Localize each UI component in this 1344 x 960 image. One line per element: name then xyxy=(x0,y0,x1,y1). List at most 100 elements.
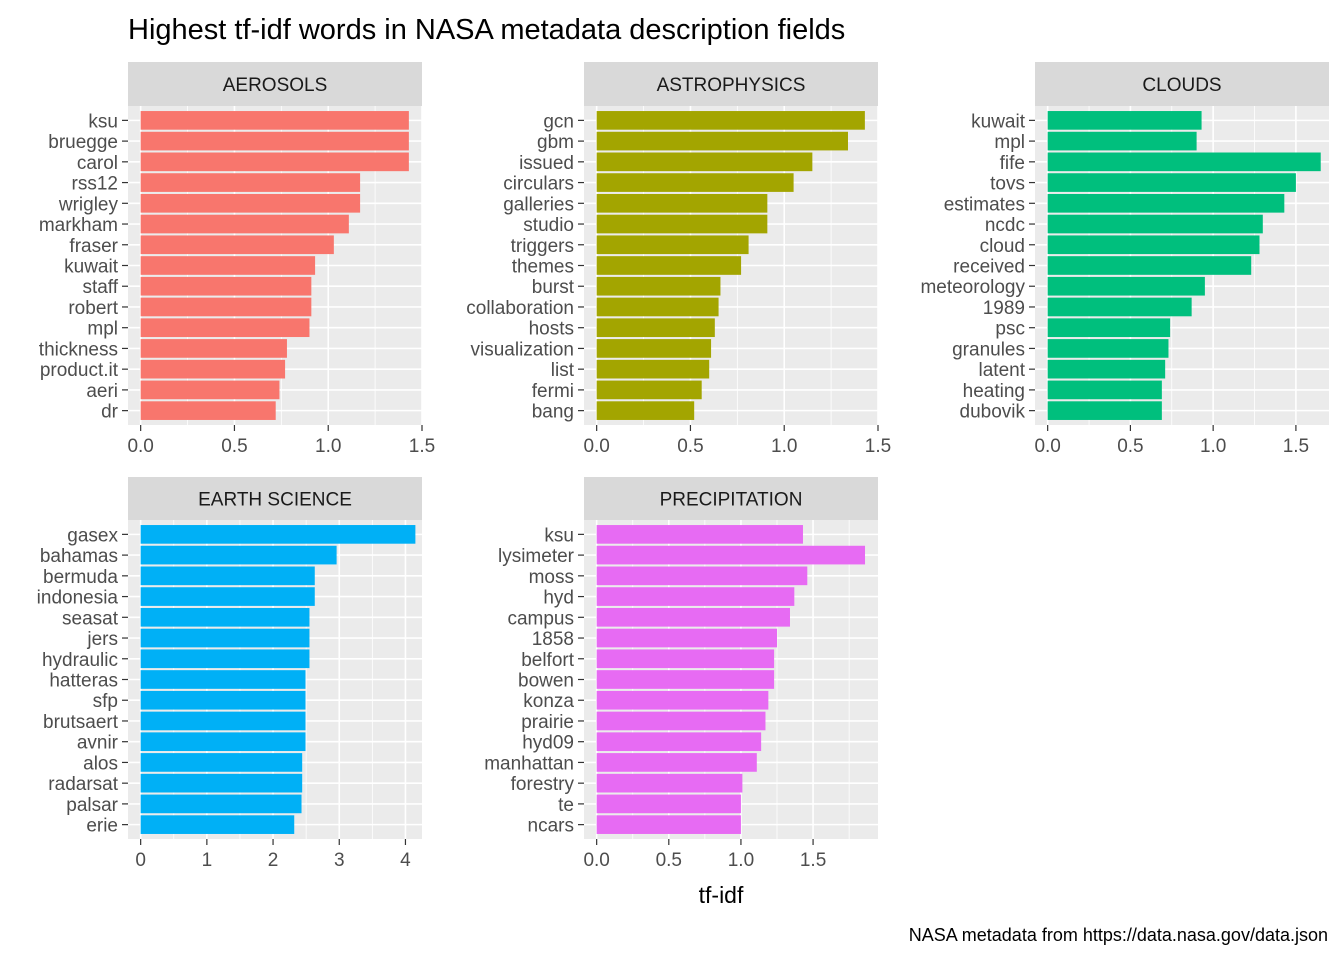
y-tick-label: palsar xyxy=(66,795,118,816)
y-tick-label: campus xyxy=(507,608,574,629)
x-tick-label: 0.0 xyxy=(1034,436,1060,457)
y-tick-label: list xyxy=(551,360,575,381)
facet-strip-astrophysics xyxy=(584,62,878,106)
y-tick-label: te xyxy=(558,795,574,816)
y-tick-label: alos xyxy=(83,753,118,774)
facet-earth-science: EARTH SCIENCE gasexbahamasbermudaindonesi… xyxy=(37,477,422,871)
y-tick-label: hyd09 xyxy=(522,733,574,754)
facet-clouds: CLOUDS kuwaitmplfifetovsestimatesncdcclou… xyxy=(920,62,1329,457)
y-tick-label: cloud xyxy=(980,236,1025,257)
facet-strip-label: ASTROPHYSICS xyxy=(657,75,806,96)
y-tick-label: bang xyxy=(532,402,574,423)
bar-aerosols-dr xyxy=(140,401,276,420)
x-tick-label: 0 xyxy=(135,850,146,871)
x-tick-label: 0.0 xyxy=(583,436,609,457)
x-tick-label: 0.5 xyxy=(1117,436,1143,457)
y-tick-label: radarsat xyxy=(48,774,118,795)
x-tick-label: 0.5 xyxy=(656,850,682,871)
y-tick-label: burst xyxy=(532,277,575,298)
bar-astrophysics-gbm xyxy=(596,131,848,151)
y-tick-label: hatteras xyxy=(49,671,118,692)
bar-clouds-dubovik xyxy=(1047,401,1162,420)
x-tick-label: 1.0 xyxy=(771,436,797,457)
bar-clouds-received xyxy=(1047,256,1252,275)
bar-astrophysics-burst xyxy=(596,276,721,296)
bar-astrophysics-issued xyxy=(596,152,813,172)
y-tick-label: dr xyxy=(101,402,119,423)
bar-astrophysics-fermi xyxy=(596,380,702,400)
facet-strip-precipitation xyxy=(584,477,878,520)
y-tick-label: mpl xyxy=(87,319,118,340)
x-tick-label: 0.5 xyxy=(677,436,703,457)
y-tick-label: product.it xyxy=(40,360,119,381)
bar-clouds-granules xyxy=(1047,339,1169,358)
y-tick-label: issued xyxy=(519,153,574,174)
bar-precipitation-te xyxy=(596,794,741,814)
y-tick-label: fife xyxy=(1000,153,1025,174)
facet-aerosols: AEROSOLS ksubrueggecarolrss12wrigleymarkh… xyxy=(39,62,435,457)
y-tick-label: themes xyxy=(512,257,574,278)
facet-strip-label: EARTH SCIENCE xyxy=(198,490,352,511)
y-tick-label: kuwait xyxy=(971,111,1026,132)
y-tick-label: bruegge xyxy=(48,132,118,153)
y-tick-label: ncdc xyxy=(985,215,1025,236)
y-tick-label: fermi xyxy=(532,381,574,402)
bar-earth-science-erie xyxy=(140,815,295,834)
bar-earth-science-brutsaert xyxy=(140,711,306,731)
x-axis-label: tf-idf xyxy=(699,882,744,908)
bar-astrophysics-galleries xyxy=(596,193,768,213)
y-tick-label: bowen xyxy=(518,671,574,692)
x-tick-label: 0.0 xyxy=(583,850,609,871)
y-tick-label: bermuda xyxy=(43,567,118,588)
y-tick-label: received xyxy=(953,257,1025,278)
y-tick-label: brutsaert xyxy=(43,712,119,733)
bar-astrophysics-circulars xyxy=(596,173,794,192)
bar-aerosols-staff xyxy=(140,276,312,296)
bar-precipitation-hyd xyxy=(596,587,795,606)
y-tick-label: granules xyxy=(952,339,1025,360)
y-tick-label: staff xyxy=(82,277,118,298)
x-tick-label: 1 xyxy=(202,850,213,871)
bar-clouds-1989 xyxy=(1047,297,1192,317)
bar-astrophysics-visualization xyxy=(596,339,712,358)
y-tick-label: ksu xyxy=(88,111,118,132)
y-tick-label: jers xyxy=(86,629,118,650)
bar-astrophysics-hosts xyxy=(596,318,715,338)
y-tick-label: fraser xyxy=(69,236,118,257)
bar-precipitation-ksu xyxy=(596,525,803,544)
bar-precipitation-campus xyxy=(596,607,790,627)
bar-aerosols-fraser xyxy=(140,235,334,255)
bar-astrophysics-studio xyxy=(596,214,768,234)
x-tick-label: 1.5 xyxy=(865,436,891,457)
facet-strip-aerosols xyxy=(128,62,422,106)
bar-earth-science-jers xyxy=(140,628,310,648)
y-tick-label: hosts xyxy=(529,319,574,340)
bar-clouds-psc xyxy=(1047,318,1171,338)
bar-aerosols-aeri xyxy=(140,380,280,400)
y-tick-label: circulars xyxy=(503,174,574,195)
bar-clouds-fife xyxy=(1047,152,1321,172)
bar-earth-science-gasex xyxy=(140,525,416,544)
chart-title: Highest tf-idf words in NASA metadata de… xyxy=(128,14,845,46)
y-tick-label: avnir xyxy=(77,733,119,754)
y-tick-label: ksu xyxy=(544,525,574,546)
y-tick-label: 1858 xyxy=(532,629,574,650)
bar-clouds-ncdc xyxy=(1047,214,1263,234)
chart-caption: NASA metadata from https://data.nasa.gov… xyxy=(909,925,1328,945)
y-tick-label: collaboration xyxy=(466,298,574,319)
bar-precipitation-manhattan xyxy=(596,753,757,772)
bar-earth-science-bahamas xyxy=(140,545,337,565)
y-tick-label: aeri xyxy=(86,381,118,402)
y-tick-label: hyd xyxy=(543,588,574,609)
bar-aerosols-robert xyxy=(140,297,312,317)
y-tick-label: wrigley xyxy=(58,194,119,215)
y-tick-label: hydraulic xyxy=(42,650,118,671)
bar-earth-science-palsar xyxy=(140,794,302,814)
bar-precipitation-lysimeter xyxy=(596,545,866,565)
bar-clouds-cloud xyxy=(1047,235,1260,255)
bar-precipitation-ncars xyxy=(596,815,741,834)
bar-aerosols-mpl xyxy=(140,318,310,338)
y-tick-label: tovs xyxy=(990,174,1025,195)
facet-strip-clouds xyxy=(1035,62,1329,106)
y-tick-label: dubovik xyxy=(960,402,1026,423)
